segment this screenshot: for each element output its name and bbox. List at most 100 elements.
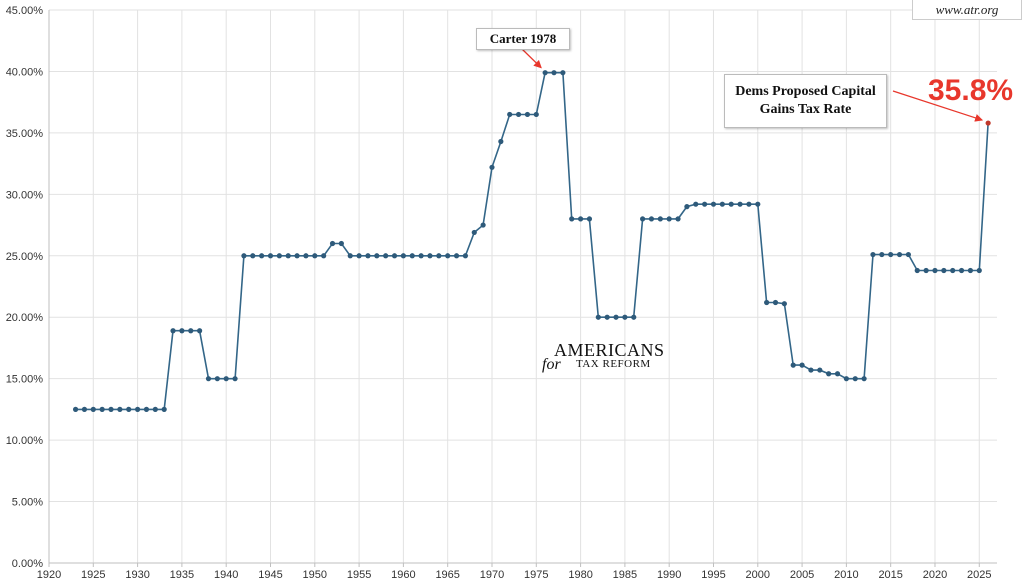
- x-tick-label: 1975: [524, 569, 548, 581]
- rate-point: [241, 253, 247, 259]
- rate-point: [586, 216, 593, 222]
- rate-point: [666, 216, 672, 222]
- rate-point: [648, 216, 655, 222]
- rate-point: [161, 406, 167, 412]
- rate-point: [923, 267, 929, 274]
- rate-point: [888, 251, 894, 258]
- rate-point: [976, 267, 982, 274]
- dems-proposal-callout: Dems Proposed Capital Gains Tax Rate: [724, 74, 887, 128]
- rate-point: [967, 267, 974, 274]
- x-tick-label: 1970: [480, 569, 504, 581]
- x-tick-label: 1950: [303, 569, 327, 581]
- rate-point: [223, 376, 229, 382]
- rate-point: [418, 253, 424, 259]
- rate-point: [214, 376, 220, 382]
- rate-point: [303, 253, 309, 259]
- y-tick-label: 35.00%: [6, 128, 44, 140]
- rate-point: [772, 299, 779, 306]
- rate-point: [799, 362, 805, 368]
- x-tick-label: 2010: [834, 569, 858, 581]
- rate-point: [622, 314, 628, 320]
- rate-point: [436, 253, 442, 259]
- rate-point: [400, 253, 406, 259]
- rate-point: [462, 253, 469, 259]
- rate-point: [896, 251, 903, 258]
- rate-point: [480, 222, 486, 228]
- rate-point: [826, 371, 832, 377]
- proposed-rate-point: [985, 120, 991, 126]
- x-tick-label: 2015: [878, 569, 902, 581]
- x-tick-label: 1925: [81, 569, 105, 581]
- rate-point: [471, 229, 477, 236]
- x-tick-label: 1940: [214, 569, 238, 581]
- rate-point: [728, 201, 734, 207]
- rate-point: [852, 376, 858, 382]
- rate-point: [143, 406, 150, 412]
- rate-point: [675, 216, 681, 222]
- rate-point: [152, 406, 158, 412]
- rate-point: [817, 367, 823, 373]
- rate-point: [551, 70, 557, 76]
- x-tick-label: 1985: [613, 569, 637, 581]
- rate-point: [560, 70, 566, 76]
- carter-arrow: [521, 48, 542, 69]
- x-tick-label: 1980: [568, 569, 592, 581]
- atr-logo: AMERICANS for TAX REFORM: [540, 340, 690, 374]
- rate-point: [595, 314, 601, 320]
- x-tick-label: 1920: [37, 569, 61, 581]
- y-tick-label: 0.00%: [12, 558, 43, 570]
- x-tick-label: 2025: [967, 569, 991, 581]
- rate-point: [950, 267, 956, 274]
- rate-point: [577, 216, 584, 222]
- rate-point: [640, 216, 646, 222]
- x-tick-label: 1965: [435, 569, 459, 581]
- rate-point: [533, 111, 539, 118]
- rate-point: [870, 251, 876, 258]
- rate-point: [285, 253, 291, 259]
- x-tick-label: 1995: [701, 569, 725, 581]
- rate-point: [710, 201, 717, 207]
- rate-point: [932, 267, 938, 274]
- rate-point: [126, 406, 132, 412]
- rate-point: [170, 328, 176, 334]
- rate-point: [134, 406, 141, 412]
- rate-point: [329, 240, 336, 247]
- proposed-rate-value: 35.8%: [928, 74, 1014, 107]
- rate-point: [321, 253, 327, 259]
- rate-point: [108, 406, 114, 412]
- rate-point: [365, 253, 371, 259]
- y-tick-label: 10.00%: [6, 435, 44, 447]
- rate-point: [843, 376, 849, 382]
- rate-series: [72, 70, 991, 412]
- rate-point: [294, 253, 300, 259]
- rate-point: [347, 253, 353, 259]
- rate-point: [958, 267, 965, 274]
- rate-point: [719, 201, 725, 207]
- rate-point: [515, 111, 522, 118]
- rate-point: [250, 253, 256, 259]
- rate-point: [631, 314, 637, 320]
- rate-point: [781, 301, 787, 307]
- rate-point: [205, 376, 212, 382]
- rate-point: [391, 253, 398, 259]
- y-tick-label: 40.00%: [6, 66, 44, 78]
- rate-point: [99, 406, 105, 412]
- rate-point: [524, 111, 531, 118]
- rate-point: [445, 253, 451, 259]
- rate-point: [179, 328, 185, 334]
- rate-point: [941, 267, 947, 274]
- source-label: www.atr.org: [912, 0, 1022, 20]
- x-tick-label: 1930: [125, 569, 149, 581]
- rate-point: [427, 253, 433, 259]
- carter-1978-callout: Carter 1978: [476, 28, 570, 50]
- rate-point: [267, 253, 274, 259]
- rate-point: [604, 314, 610, 320]
- gridlines: [48, 9, 997, 564]
- rate-point: [657, 216, 663, 222]
- dems-arrow: [892, 90, 984, 122]
- tick-labels: 0.00% 5.00% 10.00% 15.00% 20.00% 25.00% 30.00%…: [6, 5, 992, 581]
- rate-point: [905, 251, 912, 258]
- x-tick-label: 2000: [746, 569, 770, 581]
- x-tick-label: 1955: [347, 569, 371, 581]
- rate-point: [914, 267, 920, 274]
